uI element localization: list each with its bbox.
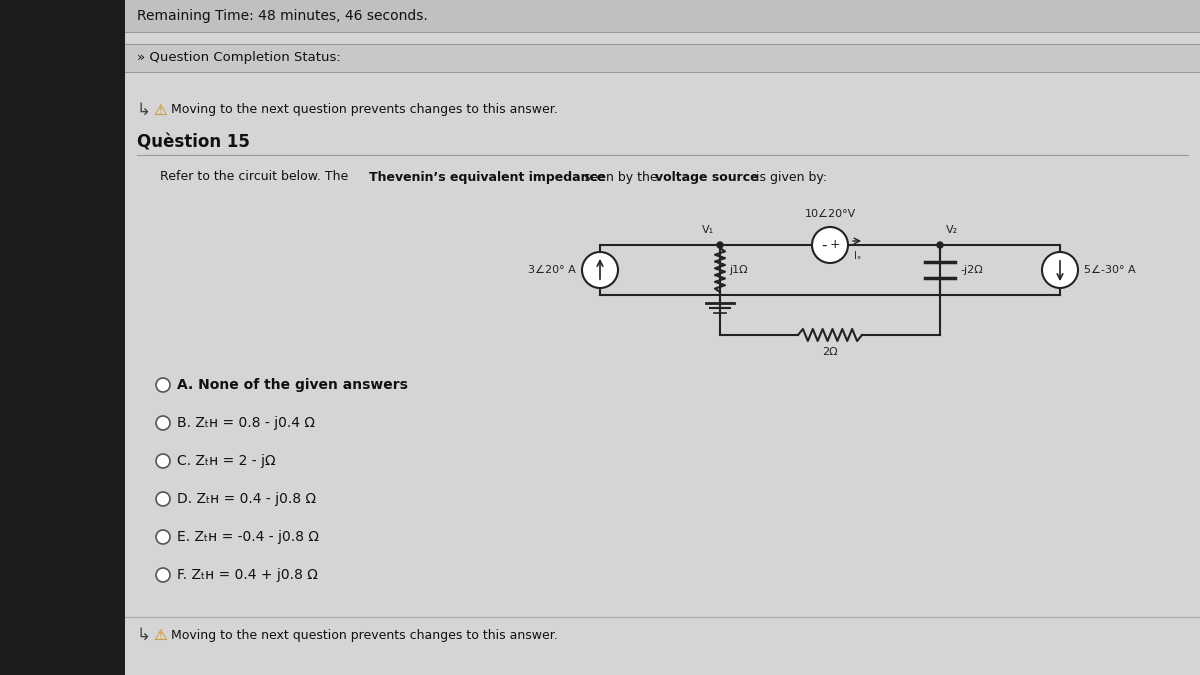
Text: » Question Completion Status:: » Question Completion Status:: [137, 51, 341, 65]
Circle shape: [937, 242, 943, 248]
Text: A. None of the given answers: A. None of the given answers: [178, 378, 408, 392]
Text: B. Zₜʜ = 0.8 - j0.4 Ω: B. Zₜʜ = 0.8 - j0.4 Ω: [178, 416, 314, 430]
Circle shape: [156, 378, 170, 392]
Text: Thevenin’s equivalent impedance: Thevenin’s equivalent impedance: [370, 171, 605, 184]
Bar: [0, 0, 125, 675]
Text: E. Zₜʜ = -0.4 - j0.8 Ω: E. Zₜʜ = -0.4 - j0.8 Ω: [178, 530, 319, 544]
Text: ⚠: ⚠: [154, 628, 167, 643]
Circle shape: [812, 227, 848, 263]
Text: -: -: [821, 238, 827, 252]
Text: V₂: V₂: [946, 225, 958, 235]
Text: is given by:: is given by:: [752, 171, 827, 184]
Text: D. Zₜʜ = 0.4 - j0.8 Ω: D. Zₜʜ = 0.4 - j0.8 Ω: [178, 492, 316, 506]
Text: Iₓ: Iₓ: [854, 251, 862, 261]
Text: ↳: ↳: [137, 626, 151, 644]
Text: Moving to the next question prevents changes to this answer.: Moving to the next question prevents cha…: [172, 103, 558, 117]
Text: -j2Ω: -j2Ω: [960, 265, 983, 275]
Text: 3∠20° A: 3∠20° A: [528, 265, 576, 275]
Text: Remaining Time: 48 minutes, 46 seconds.: Remaining Time: 48 minutes, 46 seconds.: [137, 9, 427, 23]
Circle shape: [156, 492, 170, 506]
Circle shape: [582, 252, 618, 288]
Circle shape: [1042, 252, 1078, 288]
Bar: [125, 0, 1200, 32]
Text: voltage source: voltage source: [655, 171, 758, 184]
Circle shape: [156, 568, 170, 582]
Text: +: +: [829, 238, 840, 252]
Text: Moving to the next question prevents changes to this answer.: Moving to the next question prevents cha…: [172, 628, 558, 641]
Circle shape: [156, 530, 170, 544]
Bar: [125, 0, 1200, 675]
Text: V₁: V₁: [702, 225, 714, 235]
Circle shape: [156, 454, 170, 468]
Circle shape: [156, 416, 170, 430]
Text: ⚠: ⚠: [154, 103, 167, 117]
Circle shape: [718, 242, 722, 248]
Text: Quèstion 15: Quèstion 15: [137, 134, 250, 152]
Text: 5∠-30° A: 5∠-30° A: [1084, 265, 1135, 275]
Text: j1Ω: j1Ω: [730, 265, 748, 275]
Text: Refer to the circuit below. The: Refer to the circuit below. The: [160, 171, 353, 184]
Text: seen by the: seen by the: [580, 171, 661, 184]
Text: 2Ω: 2Ω: [822, 347, 838, 357]
Bar: [125, 44, 1200, 72]
Text: C. Zₜʜ = 2 - jΩ: C. Zₜʜ = 2 - jΩ: [178, 454, 276, 468]
Text: 10∠20°V: 10∠20°V: [804, 209, 856, 219]
Text: F. Zₜʜ = 0.4 + j0.8 Ω: F. Zₜʜ = 0.4 + j0.8 Ω: [178, 568, 318, 582]
Text: ↳: ↳: [137, 101, 151, 119]
